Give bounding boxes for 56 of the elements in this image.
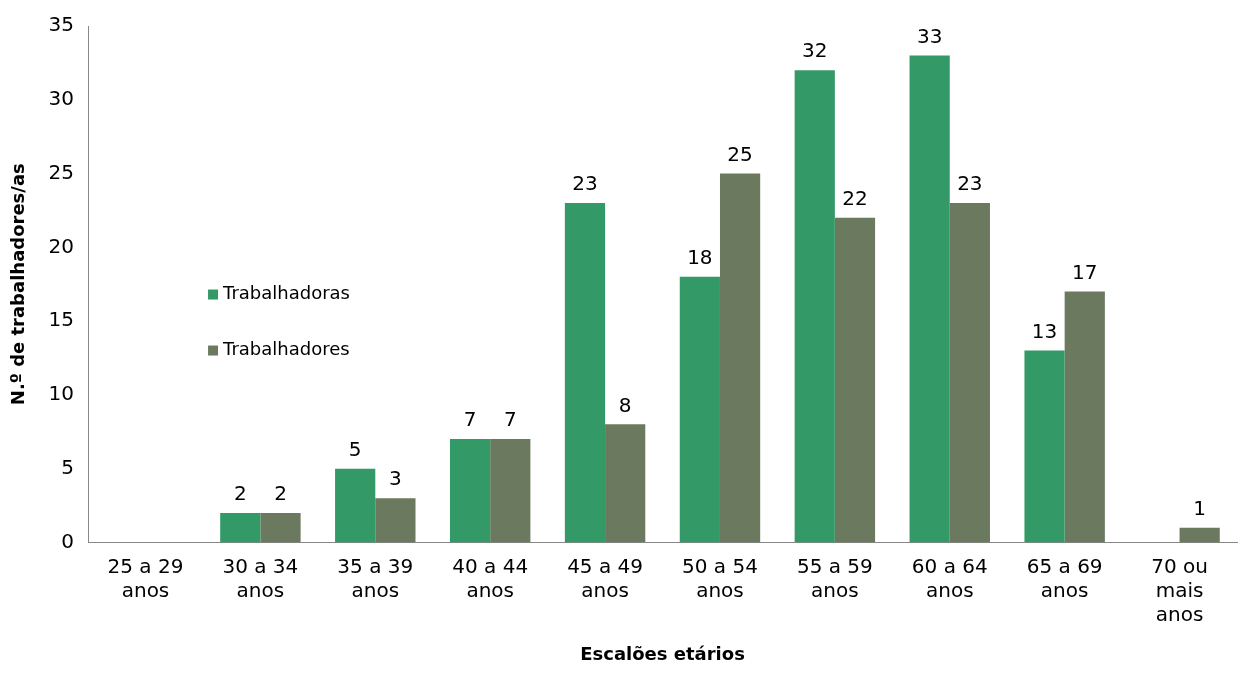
bar <box>719 173 761 543</box>
y-tick-label: 35 <box>48 12 75 37</box>
y-tick-label: 15 <box>48 307 75 332</box>
y-tick-label: 25 <box>48 159 75 184</box>
bar <box>679 276 720 543</box>
bar <box>220 512 261 543</box>
bar <box>834 217 876 543</box>
data-label: 32 <box>802 38 828 63</box>
data-label: 7 <box>463 407 477 432</box>
x-tick-label: 35 a 39 anos <box>337 553 414 602</box>
x-tick-label: 40 a 44 anos <box>452 553 529 602</box>
legend-label: Trabalhadores <box>222 338 350 360</box>
x-tick-label: 30 a 34 anos <box>222 553 299 602</box>
bar <box>794 70 835 543</box>
data-label: 25 <box>727 141 753 166</box>
data-label: 3 <box>389 466 402 491</box>
data-label: 17 <box>1072 259 1098 284</box>
x-tick-label: 55 a 59 anos <box>796 553 873 602</box>
x-tick-label: 60 a 64 anos <box>911 553 988 602</box>
y-tick-label: 30 <box>48 85 75 110</box>
x-tick-label: 65 a 69 anos <box>1026 553 1103 602</box>
y-tick-label: 5 <box>61 454 75 479</box>
x-tick-label: 70 ou mais anos <box>1151 553 1208 626</box>
bar <box>909 55 950 543</box>
x-tick-label: 45 a 49 anos <box>567 553 644 602</box>
data-label: 8 <box>618 392 632 417</box>
data-label: 18 <box>687 245 713 270</box>
x-tick-label: 25 a 29 anos <box>107 553 184 602</box>
y-tick-label: 10 <box>48 381 75 406</box>
bar <box>449 439 491 543</box>
bar <box>260 512 301 543</box>
bar <box>1179 527 1220 543</box>
data-label: 2 <box>274 481 287 506</box>
x-axis-title: Escalões etários <box>580 642 745 664</box>
data-label: 23 <box>572 171 598 196</box>
data-label: 5 <box>348 436 362 461</box>
bar <box>949 203 990 543</box>
bar <box>1024 350 1065 543</box>
legend-label: Trabalhadoras <box>222 282 350 304</box>
data-label: 23 <box>957 171 983 196</box>
bar <box>564 203 606 543</box>
bar <box>1064 291 1105 543</box>
bar <box>490 439 531 543</box>
data-label: 22 <box>842 186 868 211</box>
data-label: 13 <box>1031 318 1058 343</box>
x-tick-label: 50 a 54 anos <box>682 553 758 602</box>
data-label: 2 <box>233 481 247 506</box>
y-tick-label: 20 <box>48 233 75 258</box>
y-tick-label: 0 <box>61 528 75 553</box>
data-label: 7 <box>503 407 517 432</box>
data-label: 33 <box>916 23 943 48</box>
bar <box>605 424 646 543</box>
bar <box>375 498 416 543</box>
y-axis-title: N.º de trabalhadores/as <box>7 163 29 406</box>
bar <box>335 468 376 543</box>
data-label: 1 <box>1193 495 1207 520</box>
